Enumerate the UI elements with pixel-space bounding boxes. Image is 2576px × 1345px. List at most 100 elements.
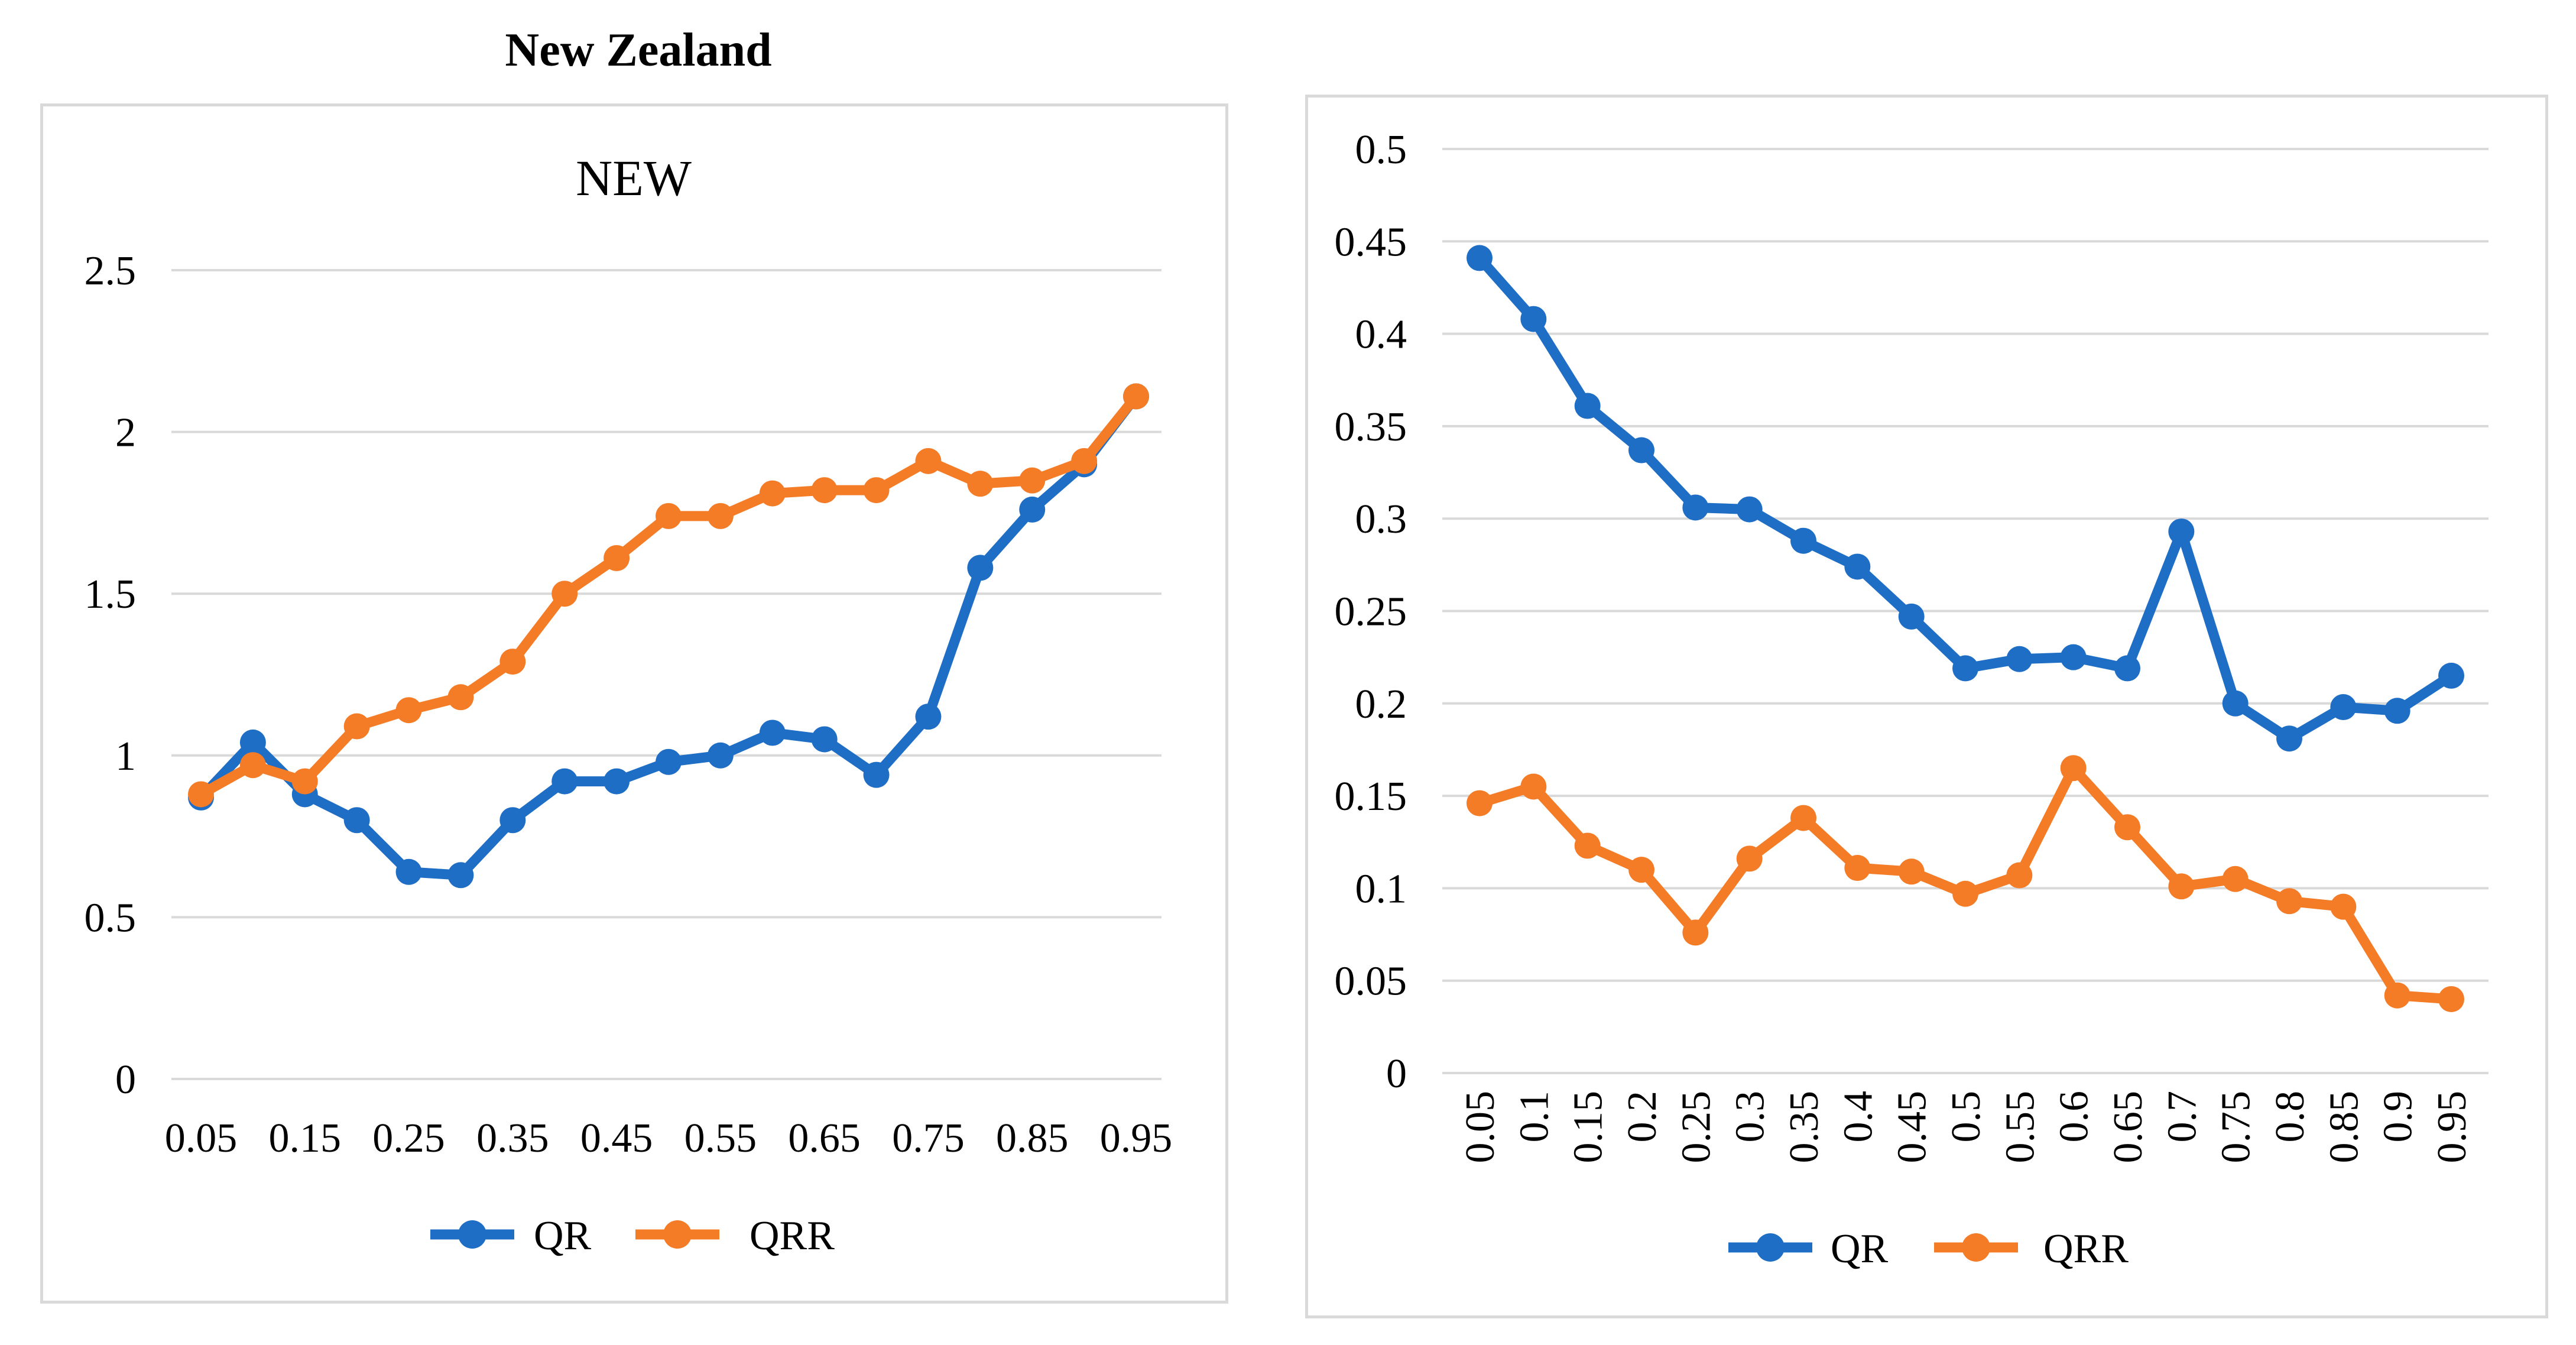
y-tick-label: 0.4 (1355, 312, 1407, 358)
x-tick-label: 0.85 (2321, 1091, 2367, 1163)
figure-heading: New Zealand (505, 24, 772, 76)
chart-panel-new (40, 103, 1228, 1304)
series-line-qrr (196, 391, 1141, 799)
data-point-qrr (1790, 805, 1816, 831)
legend-label-qrr: QRR (750, 1213, 835, 1259)
x-tick-label: 0.25 (1673, 1091, 1719, 1163)
x-tick-label: 0.15 (1566, 1091, 1611, 1163)
y-tick-label: 0.05 (1335, 959, 1407, 1004)
legend-label-qr: QR (1831, 1226, 1889, 1272)
data-point-qrr (707, 503, 734, 529)
y-tick-label: 0.15 (1335, 774, 1407, 819)
data-point-qrr (188, 781, 214, 808)
y-tick-label: 0.45 (1335, 219, 1407, 265)
data-point-qrr (447, 684, 474, 711)
y-tick-label: 0.1 (1355, 866, 1407, 912)
x-tick-label: 0.2 (1620, 1091, 1665, 1143)
x-tick-label: 0.5 (1944, 1091, 1989, 1143)
data-point-qrr (811, 477, 838, 504)
data-point-qrr (1071, 448, 1098, 474)
x-tick-label: 0.3 (1728, 1091, 1773, 1143)
data-point-qr (863, 761, 890, 788)
x-tick-label: 0.05 (1458, 1091, 1503, 1163)
data-point-qr (604, 768, 630, 795)
data-point-qr (1736, 496, 1763, 523)
x-tick-label: 0.85 (996, 1116, 1069, 1161)
data-point-qrr (759, 480, 786, 507)
data-point-qrr (2438, 986, 2464, 1012)
data-point-qr (2060, 644, 2087, 670)
x-tick-label: 0.95 (2429, 1091, 2475, 1163)
y-tick-label: 0.3 (1355, 497, 1407, 542)
data-point-qrr (656, 503, 682, 529)
data-point-qrr (1467, 790, 1493, 816)
data-point-qr (239, 729, 266, 756)
y-tick-label: 0.5 (85, 895, 137, 941)
data-point-qr (759, 720, 786, 746)
data-point-qr (1520, 306, 1547, 332)
data-point-qrr (2060, 755, 2087, 782)
data-point-qrr (1574, 832, 1601, 859)
data-point-qr (447, 862, 474, 889)
data-point-qrr (1736, 845, 1763, 872)
data-point-qr (2222, 690, 2249, 717)
data-point-qrr (2168, 873, 2195, 900)
data-point-qr (1628, 437, 1654, 464)
data-point-qr (343, 807, 370, 834)
data-point-qr (2168, 518, 2195, 545)
x-tick-label: 0.45 (580, 1116, 653, 1161)
y-tick-label: 0.2 (1355, 682, 1407, 727)
x-tick-label: 0.05 (165, 1116, 238, 1161)
data-point-qr (2438, 662, 2464, 689)
x-tick-label: 0.9 (2376, 1091, 2421, 1143)
data-point-qrr (1520, 773, 1547, 800)
data-point-qr (1952, 655, 1978, 682)
data-point-qrr (1628, 857, 1654, 883)
data-point-qrr (395, 697, 422, 724)
data-point-qrr (1019, 467, 1046, 494)
x-tick-label: 0.7 (2159, 1091, 2205, 1143)
x-tick-label: 0.55 (1997, 1091, 2043, 1163)
data-point-qrr (343, 713, 370, 740)
data-point-qrr (499, 649, 526, 675)
y-tick-label: 0.5 (1355, 127, 1407, 173)
y-tick-label: 2.5 (85, 248, 137, 294)
legend-marker-qr (458, 1220, 486, 1249)
data-point-qr (499, 807, 526, 834)
data-point-qrr (1682, 919, 1709, 946)
x-tick-label: 0.75 (892, 1116, 965, 1161)
y-tick-label: 0.25 (1335, 589, 1407, 635)
data-point-qrr (2330, 893, 2357, 920)
data-point-qrr (2384, 982, 2410, 1009)
x-tick-label: 0.45 (1890, 1091, 1935, 1163)
data-point-qr (2330, 694, 2357, 721)
legend-marker-qrr (1962, 1233, 1990, 1262)
data-point-qr (1898, 603, 1925, 630)
data-point-qrr (967, 471, 994, 497)
data-point-qrr (2222, 866, 2249, 892)
x-tick-label: 0.1 (1511, 1091, 1557, 1143)
data-point-qr (551, 768, 578, 795)
data-point-qr (1790, 527, 1816, 554)
chart-title: NEW (576, 150, 692, 206)
y-tick-label: 0.35 (1335, 404, 1407, 450)
x-tick-label: 0.65 (2105, 1091, 2151, 1163)
legend-marker-qrr (663, 1220, 692, 1249)
data-point-qrr (863, 477, 890, 504)
data-point-qrr (1123, 383, 1149, 410)
x-tick-label: 0.6 (2052, 1091, 2097, 1143)
data-point-qr (1019, 496, 1046, 523)
data-point-qrr (1844, 855, 1871, 881)
data-point-qrr (2114, 814, 2140, 841)
x-tick-label: 0.55 (684, 1116, 757, 1161)
x-tick-label: 0.35 (476, 1116, 549, 1161)
data-point-qr (967, 555, 994, 581)
data-point-qr (2006, 646, 2033, 672)
y-tick-label: 1.5 (85, 572, 137, 617)
data-point-qr (1467, 245, 1493, 271)
data-point-qr (811, 726, 838, 753)
x-tick-label: 0.95 (1100, 1116, 1173, 1161)
legend-label-qrr: QRR (2043, 1226, 2129, 1272)
data-point-qr (2114, 655, 2140, 682)
